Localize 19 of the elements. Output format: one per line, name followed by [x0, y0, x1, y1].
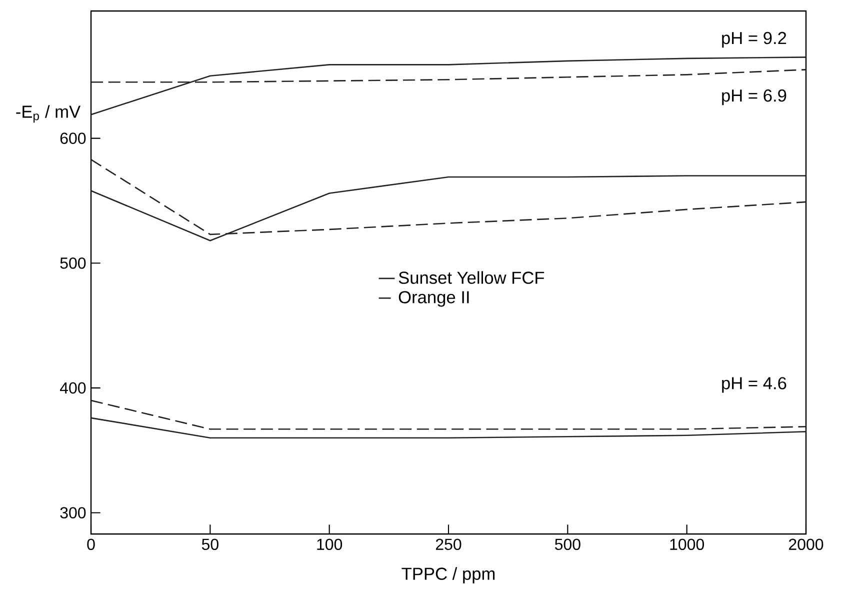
y-tick-label: 600: [60, 132, 86, 144]
legend-label: Orange II: [398, 291, 469, 307]
legend-label: Sunset Yellow FCF: [398, 271, 544, 284]
y-tick-label: 300: [60, 507, 86, 518]
annotation: pH = 9.2: [722, 32, 786, 48]
y-axis-title: -E$_{p}$ / mV: [16, 105, 81, 123]
y-tick-label: 500: [60, 257, 86, 269]
y-tick-label: 400: [60, 382, 86, 394]
annotation: pH = 4.6: [722, 377, 786, 393]
x-axis-title: TPPC / ppm: [402, 567, 495, 584]
annotation: pH = 6.9: [722, 89, 786, 106]
line-series: [90, 56, 807, 116]
x-tick-label: 0: [87, 538, 95, 550]
x-tick-label: 250: [436, 538, 462, 550]
x-tick-label: 100: [317, 538, 342, 550]
x-tick-label: 2000: [788, 538, 824, 550]
x-tick-label: 1000: [670, 538, 704, 550]
x-tick-label: 500: [554, 538, 580, 550]
x-tick-label: 50: [202, 538, 218, 550]
